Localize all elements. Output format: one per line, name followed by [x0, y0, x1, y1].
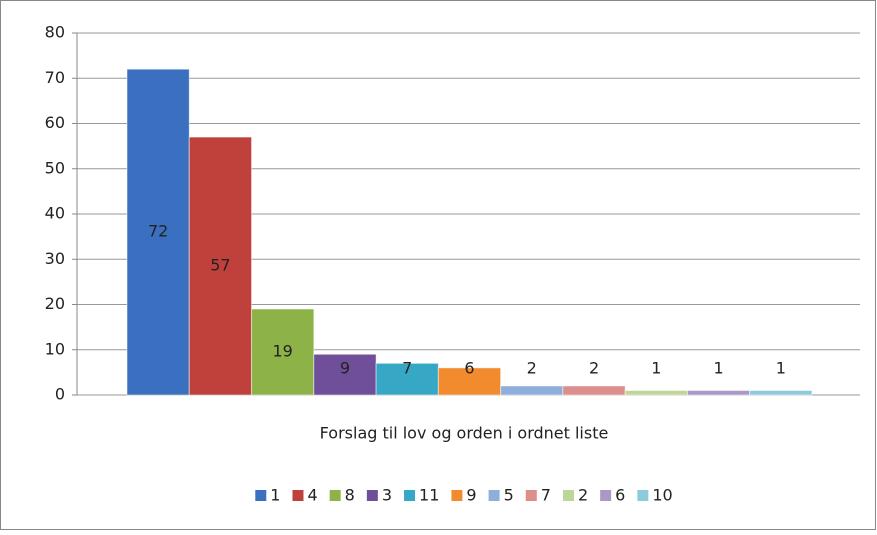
bar: [686, 389, 751, 396]
bar: [562, 385, 626, 396]
y-tick-label: 60: [45, 113, 65, 132]
legend-swatch: [451, 490, 463, 501]
y-tick-label: 30: [45, 249, 65, 268]
legend-swatch: [488, 490, 500, 501]
data-label: 9: [340, 359, 350, 378]
legend-swatch: [292, 490, 304, 501]
legend-label: 6: [615, 486, 625, 505]
bar: [313, 353, 377, 396]
data-label: 1: [776, 359, 786, 378]
legend-swatch: [366, 490, 378, 501]
data-label: 1: [713, 359, 723, 378]
x-axis-label: Forslag til lov og orden i ordnet liste: [320, 424, 609, 443]
y-tick-label: 40: [45, 204, 65, 223]
legend-label: 4: [307, 486, 317, 505]
legend-swatch: [255, 490, 267, 501]
data-label: 7: [402, 359, 412, 378]
data-label: 72: [148, 222, 168, 241]
data-label: 2: [589, 359, 599, 378]
legend-swatch: [600, 490, 612, 501]
data-label: 2: [527, 359, 537, 378]
y-tick-label: 0: [55, 385, 65, 404]
y-tick-label: 70: [45, 68, 65, 87]
legend-swatch: [637, 490, 649, 501]
bar: [500, 385, 564, 396]
data-label: 1: [651, 359, 661, 378]
data-label: 57: [210, 256, 230, 275]
legend-label: 3: [382, 486, 392, 505]
y-tick-label: 80: [45, 23, 65, 42]
legend-swatch: [562, 490, 574, 501]
bar: [437, 367, 502, 396]
bar: [188, 136, 253, 396]
bar: [375, 362, 439, 396]
data-label: 19: [273, 342, 293, 361]
bar: [749, 389, 813, 396]
legend-swatch: [404, 490, 416, 501]
legend-swatch: [525, 490, 537, 501]
legend-label: 10: [652, 486, 672, 505]
legend-label: 2: [578, 486, 588, 505]
y-tick-label: 50: [45, 158, 65, 177]
bar: [126, 68, 190, 396]
bar: [251, 308, 315, 396]
legend-label: 8: [345, 486, 355, 505]
y-tick-label: 10: [45, 339, 65, 358]
legend-label: 1: [270, 486, 280, 505]
legend-label: 9: [466, 486, 476, 505]
bar: [624, 389, 688, 396]
legend-label: 7: [541, 486, 551, 505]
legend-label: 11: [419, 486, 439, 505]
legend-swatch: [329, 490, 341, 501]
legend-label: 5: [504, 486, 514, 505]
data-label: 6: [464, 359, 474, 378]
y-tick-label: 20: [45, 294, 65, 313]
